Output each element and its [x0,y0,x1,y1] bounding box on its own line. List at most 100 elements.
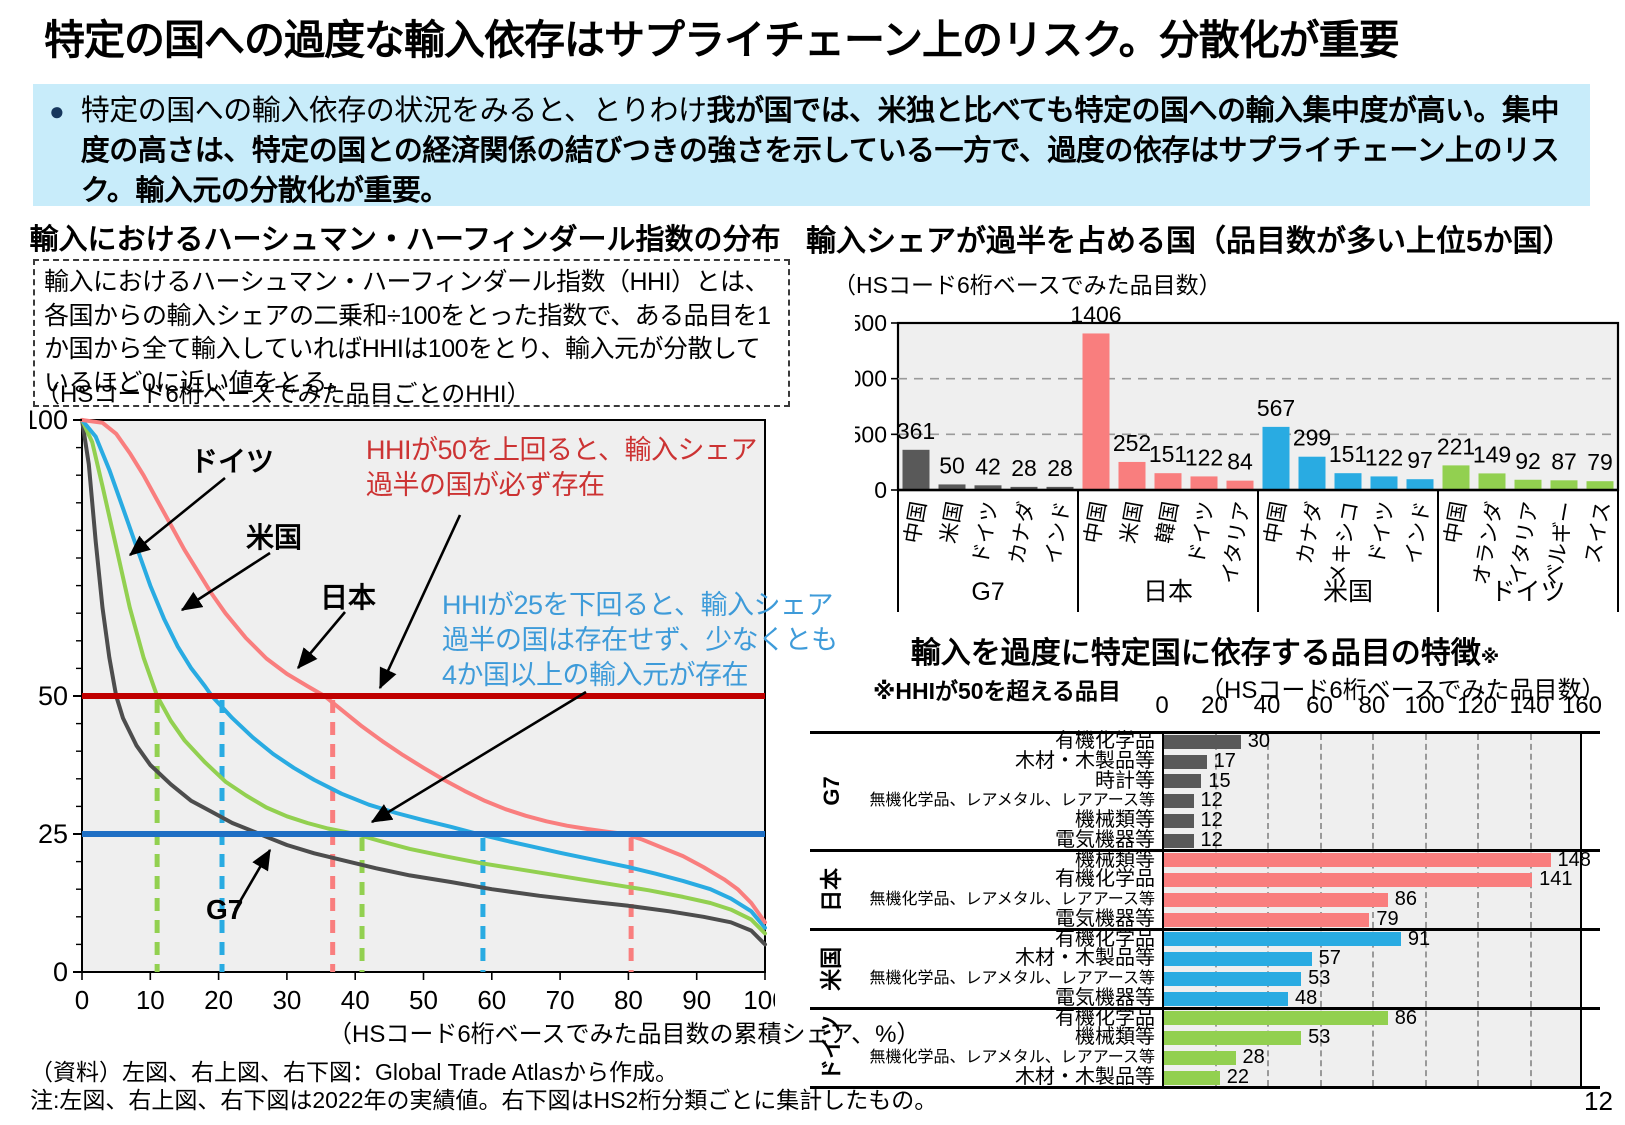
x-tick-label: 80 [1358,692,1386,719]
right-top-chart-title: 輸入シェアが過半を占める国（品目数が多い上位5か国） [806,225,1573,258]
country-label: スイス [1581,500,1614,565]
bar-value: 12 [1200,789,1223,812]
bar-value: 299 [1293,425,1331,451]
x-tick-label: 70 [546,985,575,1015]
group-label: 米国 [1323,578,1373,606]
x-tick-label: 40 [1253,692,1281,719]
item-label: 木材・木製品等 [1015,749,1155,772]
country-label: ベルギー [1542,500,1579,587]
bar-value: 79 [1376,907,1399,930]
bar [1164,794,1194,809]
country-label: カナダ [1005,500,1039,566]
group-label: 日本 [1143,578,1193,606]
annotation-arrow [378,514,462,690]
gridline [1424,734,1427,1086]
x-tick-label: 0 [75,985,89,1015]
bar-value: 567 [1257,395,1295,421]
item-label: 有機化学品 [1055,868,1155,891]
curve-us [80,418,767,930]
bar [1118,461,1146,490]
x-tick-label: 60 [477,985,506,1015]
bar [1442,465,1470,490]
annotation-arrow [128,476,226,557]
country-label: 韓国 [1153,500,1183,545]
country-label: ドイツ [969,500,1003,566]
bar [1226,480,1254,490]
bar-value: 149 [1473,441,1511,467]
bar [1154,473,1182,490]
lead-text: 特定の国への輸入依存の状況をみると、とりわけ我が国では、米独と比べても特定の国へ… [81,91,1572,207]
bar-value: 361 [897,418,935,444]
bar [1298,456,1326,490]
bullet-icon: ● [49,96,65,126]
bar-value: 86 [1394,888,1417,910]
gridline [1267,734,1269,1086]
group-separator [810,1086,1600,1089]
lead-text-bold: 我が国では、米独と比べても特定の国への輸入集中度が高い。集中度の高さは、特定の国… [80,95,1560,207]
item-label: 電気機器等 [1055,907,1155,930]
left-chart-title: 輸入におけるハーシュマン・ハーフィンダール指数の分布 [29,224,781,256]
bar-value: 97 [1407,447,1433,473]
x-tick-label: 20 [1201,692,1228,719]
item-label: 無機化学品、レアメタル、レアアース等 [869,891,1155,908]
bar-value: 48 [1295,986,1318,1009]
hhi-definition-box: 輸入におけるハーシュマン・ハーフィンダール指数（HHI）とは、各国からの輸入シェ… [33,259,790,407]
x-tick-label: 80 [614,985,643,1015]
bar-value: 12 [1200,828,1223,851]
bar-value: 86 [1394,1006,1417,1029]
annotation-hhi25-line1: HHIが25を下回ると、輸入シェア [442,590,833,620]
bar [1478,473,1506,490]
bar [1190,476,1218,490]
import-share-bar-chart: 050010001500361中国50米国42ドイツ28カナダ28インドG714… [855,300,1621,622]
bar-value: 28 [1011,455,1037,481]
bar [1164,754,1207,769]
x-tick-label: 40 [341,985,370,1015]
item-label: 無機化学品、レアメタル、レアアース等 [869,970,1155,987]
bar-value: 28 [1242,1046,1265,1068]
footer-source: （資料）左図、右上図、右下図：Global Trade Atlasから作成。 [30,1059,678,1085]
bar-value: 15 [1208,769,1231,792]
bar-value: 79 [1587,449,1613,475]
bar [1164,952,1312,967]
bar-value: 92 [1515,448,1541,474]
gridline [1214,734,1217,1086]
bar-value: 91 [1407,927,1431,950]
bar-value: 22 [1226,1065,1249,1088]
item-label: 木材・木製品等 [1015,1065,1155,1088]
country-label: イタリア [1218,500,1255,586]
country-label: 中国 [901,500,931,545]
footer: （資料）左図、右上図、右下図：Global Trade Atlasから作成。 注… [30,1058,937,1114]
country-label: カナダ [1293,500,1327,566]
left-chart-x-caption: （HSコード6桁ベースでみた品目数の累積シェア、%） [328,1021,921,1048]
dependent-items-bar-chart: 有機化学品 30 木材・木製品等 17 時計等 15 無機化学品、レアメタル、レアアース等 1… [810,730,1600,1089]
bar [1164,892,1388,907]
country-label: 米国 [937,500,967,545]
group-label: 日本 [819,868,845,913]
group-separator [810,928,1600,931]
annotation-hhi25: HHIが25を下回ると、輸入シェア 過半の国は存在せず、少なくとも 4か国以上の… [442,588,838,693]
page-title: 特定の国への過度な輸入依存はサプライチェーン上のリスク。分散化が重要 [44,17,1400,63]
right-bottom-title-mark: ※ [1480,647,1500,668]
bar [1164,734,1241,749]
lead-box: ● 特定の国への輸入依存の状況をみると、とりわけ我が国では、米独と比べても特定の… [33,84,1590,207]
annotation-hhi25-line2: 過半の国は存在せず、少なくとも [442,625,838,655]
footer-note: 注:左図、右上図、右下図は2022年の実績値。右下図はHS2桁分類ごとに集計した… [30,1087,938,1113]
gridline [1529,734,1532,1086]
bar-value: 122 [1185,444,1223,470]
x-tick-label: 140 [1509,692,1550,719]
bar-value: 1406 [1070,301,1121,327]
bar [1164,1031,1302,1046]
item-label: 有機化学品 [1055,927,1155,950]
gridline [1372,734,1374,1086]
bar [974,485,1002,490]
y-tick-label: 0 [53,957,68,987]
gridline [1477,734,1479,1086]
annotation-arrow [370,690,587,824]
country-label: 中国 [1441,500,1471,545]
item-label: 機械類等 [1075,809,1155,831]
hhi-threshold-note: ※HHIが50を超える品目 [873,678,1121,704]
y-tick-label: 1500 [855,310,887,336]
item-label: 無機化学品、レアメタル、レアアース等 [869,792,1155,810]
bar [1164,813,1194,828]
